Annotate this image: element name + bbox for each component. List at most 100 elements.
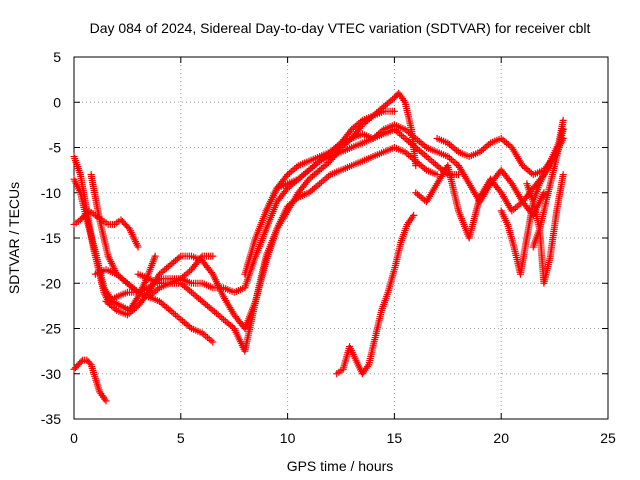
data-point-trace [157,263,172,277]
data-point-trace [83,218,99,254]
data-point-trace [274,186,290,204]
data-point-trace [296,158,311,169]
data-point-trace [222,285,236,295]
data-point-trace [402,100,415,131]
data-point-trace [147,276,161,286]
data-point-trace [76,358,85,367]
data-point-marker [209,338,217,346]
data-point-trace [87,208,97,218]
data-point-trace [414,159,429,173]
data-point-trace [126,227,141,249]
data-point-trace [296,190,311,200]
y-tick-label: -25 [41,321,61,337]
data-point-trace [232,285,247,295]
data-point-trace [307,168,322,182]
y-tick-label: -10 [41,185,61,201]
data-point-trace [115,289,129,300]
data-point-trace [536,200,550,231]
data-point-trace [168,254,183,268]
data-point-trace [444,164,462,213]
data-point-trace [382,95,397,109]
data-point-trace [328,145,344,163]
data-point-trace [125,303,140,317]
series-arc-q [529,125,567,251]
data-point-trace [71,155,84,177]
data-point-trace [263,186,280,213]
data-point-trace [157,299,172,313]
data-point-trace [382,144,396,155]
data-point-trace [466,195,483,240]
data-point-trace [425,167,439,178]
data-point-trace [510,199,525,213]
data-point-trace [435,149,450,160]
data-point-trace [241,299,259,353]
data-point-trace [307,153,322,164]
data-point-marker [410,211,418,219]
data-point-trace [200,331,215,345]
data-point-trace [456,163,472,186]
chart-title: Day 084 of 2024, Sidereal Day-to-day VTE… [90,20,591,36]
series-arc-d [70,207,142,251]
x-tick-label: 0 [70,430,78,446]
data-point-trace [72,217,82,227]
data-point-trace [549,146,562,177]
data-point-trace [489,135,503,146]
data-point-trace [478,140,493,155]
data-point-trace [424,154,439,168]
data-point-trace [339,135,354,146]
data-point-trace [391,241,404,272]
data-point-trace [125,281,140,295]
data-point-trace [200,280,215,291]
data-point-trace [414,145,429,159]
data-point-trace [97,390,109,403]
series-arc-j [262,89,420,215]
data-point-marker [102,397,110,405]
data-point-trace [543,154,556,172]
data-point-trace [179,276,193,286]
data-point-trace [446,154,461,168]
y-axis-label: SDTVAR / TECUs [6,182,22,294]
data-point-trace [119,303,131,313]
x-tick-labels: 0 5 10 15 20 25 [70,430,616,446]
data-point-trace [118,217,132,231]
data-point-trace [339,144,354,155]
data-point-trace [382,122,396,132]
data-point-trace [392,127,407,141]
data-point-trace [371,149,386,160]
data-point-trace [241,236,259,276]
data-point-trace [328,167,343,178]
data-point-trace [335,367,345,376]
data-point-trace [106,220,116,228]
y-tick-label: -5 [49,140,62,156]
data-point-trace [517,236,530,276]
data-point-trace [520,163,535,177]
data-point-trace [398,222,411,245]
data-point-trace [135,290,151,308]
data-point-trace [424,182,440,204]
data-point-trace [136,271,151,282]
data-point-trace [199,258,216,277]
data-point-trace [350,140,364,151]
data-point-trace [531,167,546,178]
data-point-trace [96,218,112,258]
data-point-trace [396,91,408,104]
data-points [70,89,567,405]
data-point-trace [147,285,162,299]
data-point-trace [385,268,398,294]
data-point-trace [371,127,386,141]
data-point-trace [346,345,359,362]
data-point-trace [540,254,554,285]
data-point-trace [84,358,94,367]
data-point-trace [252,209,269,240]
data-point-trace [537,168,549,186]
series-arc-k [333,211,418,378]
data-point-trace [113,217,123,227]
data-point-trace [111,298,123,309]
data-point-trace [190,325,204,336]
data-point-trace [71,362,81,372]
data-point-trace [189,290,204,304]
data-point-trace [104,267,119,277]
data-point-trace [318,149,332,160]
data-point-trace [553,173,567,213]
